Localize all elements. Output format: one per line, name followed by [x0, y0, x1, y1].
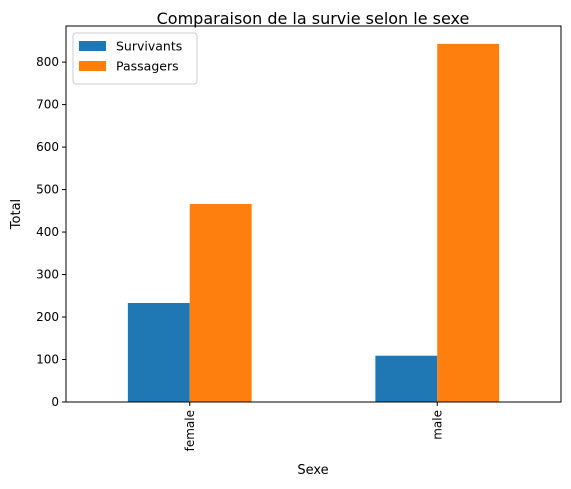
legend-swatch-passagers: [79, 61, 106, 71]
y-tick-label-0: 0: [51, 395, 59, 409]
bar-passagers-female: [189, 204, 252, 402]
y-tick-label-300: 300: [36, 268, 59, 282]
y-tick-label-600: 600: [36, 140, 59, 154]
bars-group: [127, 43, 500, 403]
legend-label-survivants: Survivants: [116, 39, 182, 54]
bar-passagers-male: [437, 43, 500, 403]
chart-title: Comparaison de la survie selon le sexe: [157, 9, 470, 28]
x-tick-label-female: female: [183, 410, 197, 451]
y-tick-label-400: 400: [36, 225, 59, 239]
x-axis: female male: [183, 402, 444, 451]
legend-label-passagers: Passagers: [116, 59, 179, 74]
y-tick-label-700: 700: [36, 98, 59, 112]
bar-survivants-male: [375, 355, 438, 402]
y-tick-label-800: 800: [36, 55, 59, 69]
plot-frame: [65, 25, 562, 403]
y-tick-label-500: 500: [36, 183, 59, 197]
legend-swatch-survivants: [79, 41, 106, 51]
x-axis-label: Sexe: [297, 463, 328, 478]
y-tick-label-200: 200: [36, 310, 59, 324]
x-tick-label-male: male: [430, 410, 444, 440]
legend: Survivants Passagers: [72, 32, 198, 85]
y-tick-label-100: 100: [36, 353, 59, 367]
y-axis-label: Total: [9, 199, 24, 230]
y-axis: 0 100 200 300 400 500 600 700 800: [36, 55, 66, 409]
bar-survivants-female: [127, 303, 190, 402]
